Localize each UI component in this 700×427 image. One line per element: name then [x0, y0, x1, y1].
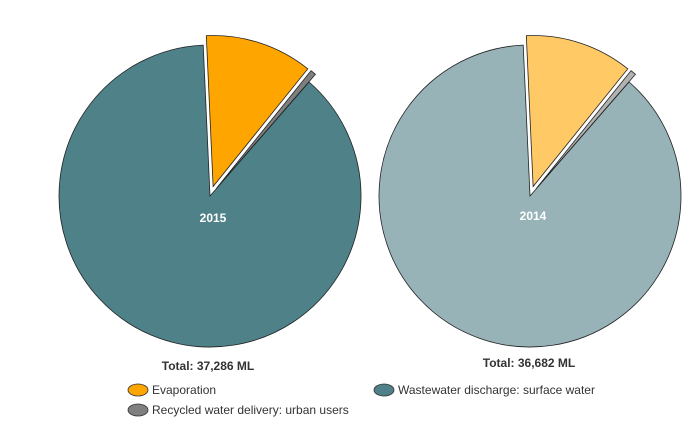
total-label-2015: Total: 37,286 ML — [162, 359, 254, 373]
legend-label-recycled: Recycled water delivery: urban users — [152, 403, 349, 417]
legend-label-wastewater: Wastewater discharge: surface water — [398, 383, 595, 397]
pie-slice-2014-recycled-water-delivery-urban-users — [536, 70, 637, 189]
pie-chart-2015 — [58, 35, 362, 348]
legend-swatch-wastewater — [373, 383, 395, 397]
pie-slice-2015-wastewater-discharge-surface-water — [58, 44, 362, 348]
pie-label-2015: 2015 — [200, 211, 227, 225]
pie-slice-2014-evaporation — [525, 35, 629, 188]
pie-slice-2015-recycled-water-delivery-urban-users — [216, 70, 317, 189]
legend-swatch-evaporation — [127, 383, 149, 397]
legend-item-evaporation: Evaporation — [127, 383, 216, 397]
legend-label-evaporation: Evaporation — [152, 383, 216, 397]
legend-item-wastewater: Wastewater discharge: surface water — [373, 383, 595, 397]
total-label-2014: Total: 36,682 ML — [483, 356, 575, 370]
pie-chart-2014 — [378, 35, 682, 348]
pie-slice-2014-wastewater-discharge-surface-water — [378, 44, 682, 348]
legend: Evaporation Wastewater discharge: surfac… — [127, 383, 595, 417]
pie-slice-2015-evaporation — [205, 35, 309, 188]
legend-item-recycled: Recycled water delivery: urban users — [127, 403, 349, 417]
legend-swatch-recycled — [127, 403, 149, 417]
pie-label-2014: 2014 — [520, 209, 547, 223]
